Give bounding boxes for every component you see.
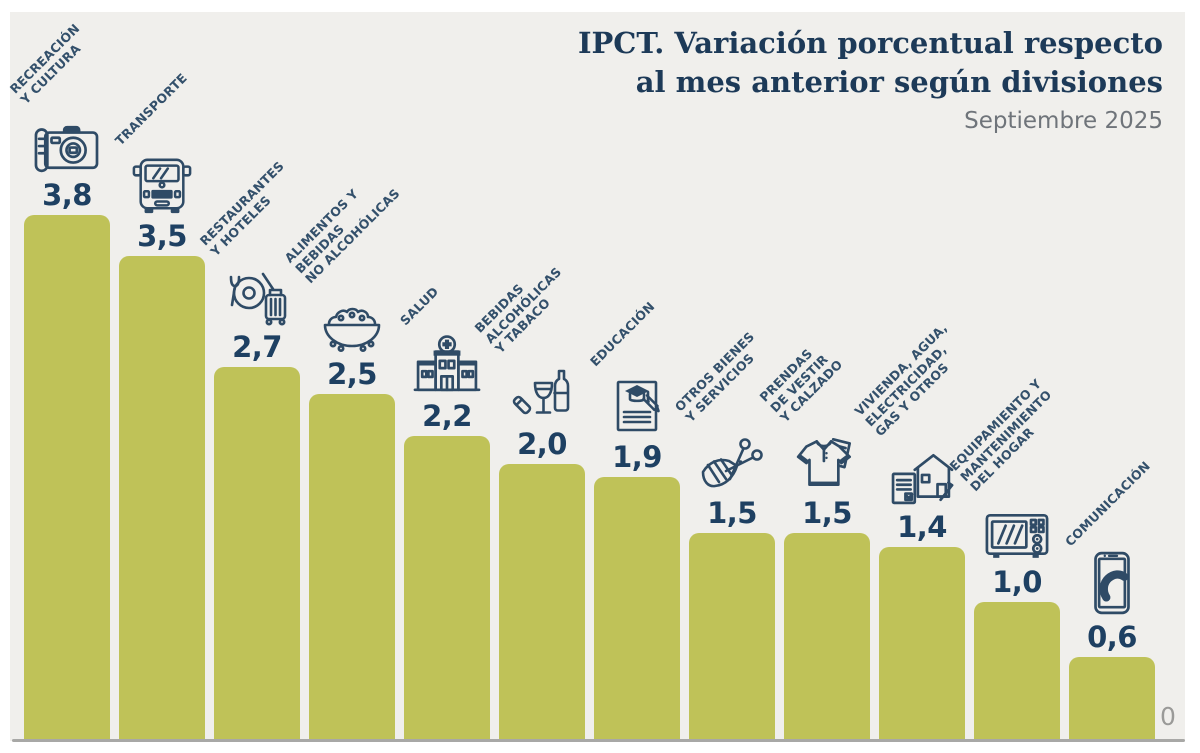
category-label: RECREACIÓN Y CULTURA bbox=[6, 20, 84, 107]
shirt-icon bbox=[784, 429, 870, 493]
bar-value-label: 2,7 bbox=[232, 330, 282, 364]
house-contract-icon bbox=[879, 443, 965, 507]
category-label: EDUCACIÓN bbox=[587, 298, 658, 369]
category-label: COMUNICACIÓN bbox=[1062, 457, 1154, 549]
bar bbox=[784, 533, 870, 740]
bar-value-label: 1,9 bbox=[612, 440, 662, 474]
bar-value-label: 3,5 bbox=[137, 219, 187, 253]
category-label: TRANSPORTE bbox=[112, 69, 190, 148]
bus-icon bbox=[119, 152, 205, 216]
chart-subtitle: Septiembre 2025 bbox=[964, 108, 1163, 135]
bar-value-label: 2,5 bbox=[327, 357, 377, 391]
bar-value-label: 1,4 bbox=[897, 510, 947, 544]
category-label: OTROS BIENES Y SERVICIOS bbox=[671, 328, 758, 425]
education-icon bbox=[594, 373, 680, 437]
bar-value-label: 1,5 bbox=[802, 496, 852, 530]
category-label: PRENDAS DE VESTIR Y CALZADO bbox=[756, 345, 846, 425]
bar-value-label: 1,0 bbox=[992, 565, 1042, 599]
category-label: SALUD bbox=[397, 283, 442, 328]
scissors-fabric-icon bbox=[689, 429, 775, 493]
bar bbox=[404, 436, 490, 740]
microwave-icon bbox=[974, 498, 1060, 562]
bar bbox=[499, 464, 585, 740]
chart-title-line2: al mes anterior según divisiones bbox=[635, 64, 1163, 99]
bar bbox=[594, 477, 680, 740]
drinks-icon bbox=[499, 360, 585, 424]
bar bbox=[214, 367, 300, 740]
bar bbox=[24, 215, 110, 740]
chart-title-line1: IPCT. Variación porcentual respecto bbox=[577, 26, 1163, 60]
camera-icon bbox=[24, 111, 110, 175]
bar-value-label: 1,5 bbox=[707, 496, 757, 530]
category-label: VIVIENDA, AGUA, ELECTRICIDAD, GAS Y OTROS bbox=[851, 319, 952, 439]
bar-value-label: 3,8 bbox=[42, 178, 92, 212]
phone-icon bbox=[1069, 551, 1155, 617]
restaurant-icon bbox=[214, 263, 300, 327]
hospital-icon bbox=[404, 332, 490, 396]
category-label: BEBIDAS ALCOHÓLICAS Y TABACO bbox=[471, 263, 564, 356]
food-bowl-icon bbox=[309, 290, 395, 354]
bar bbox=[119, 256, 205, 740]
x-axis-baseline bbox=[12, 739, 1185, 742]
bar bbox=[974, 602, 1060, 740]
bar bbox=[1069, 657, 1155, 740]
bar bbox=[689, 533, 775, 740]
bar bbox=[309, 394, 395, 740]
axis-zero-label: 0 bbox=[1160, 702, 1176, 731]
category-label: RESTAURANTES Y HOTELES bbox=[196, 158, 287, 259]
category-label: ALIMENTOS Y BEBIDAS NO ALCOHÓLICAS bbox=[281, 185, 403, 286]
bar bbox=[879, 547, 965, 740]
bar-value-label: 2,0 bbox=[517, 427, 567, 461]
title-block: IPCT. Variación porcentual respecto al m… bbox=[578, 24, 1163, 134]
category-label: EQUIPAMIENTO Y MANTENIMIENTO DEL HOGAR bbox=[946, 375, 1055, 494]
bar-value-label: 0,6 bbox=[1087, 620, 1137, 654]
bar-value-label: 2,2 bbox=[422, 399, 472, 433]
